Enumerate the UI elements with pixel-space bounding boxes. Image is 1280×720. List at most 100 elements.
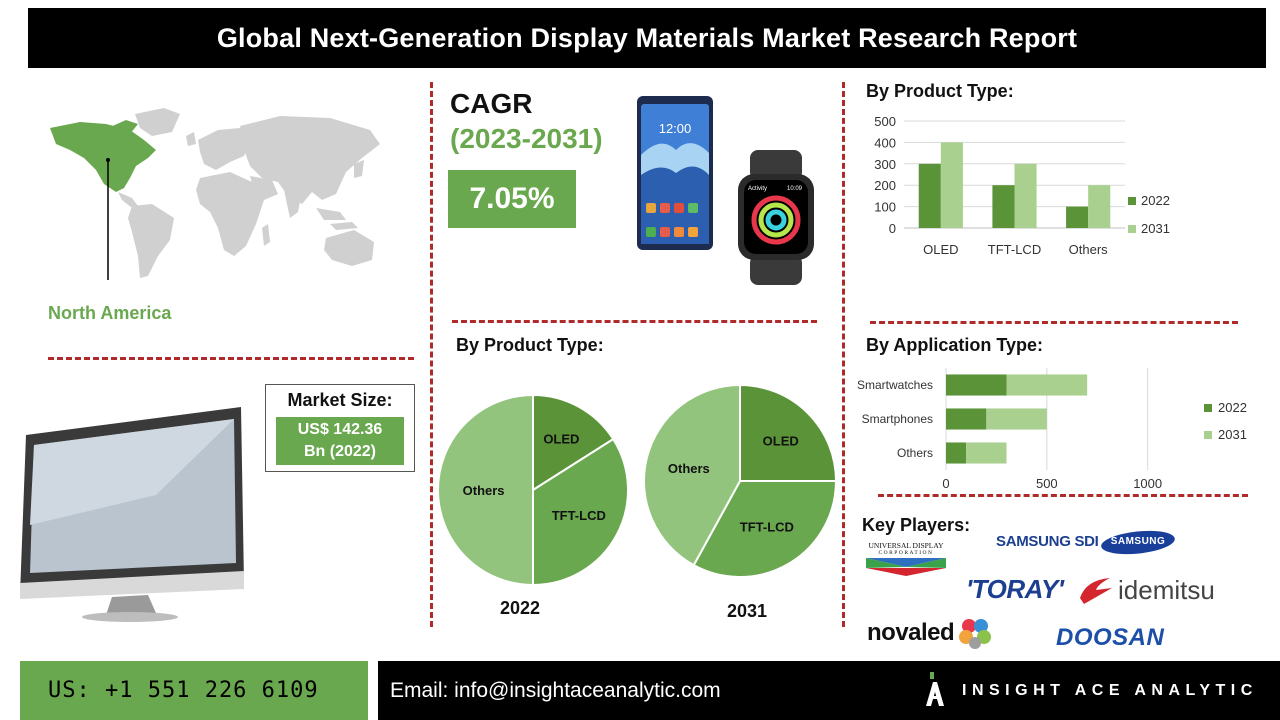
- y-tick-label: 0: [889, 221, 896, 236]
- legend-swatch: [1128, 225, 1136, 233]
- pie-2031-label: 2031: [727, 601, 768, 621]
- x-tick-label: TFT-LCD: [988, 242, 1041, 257]
- y-tick-label: 200: [874, 178, 896, 193]
- application-type-bar-chart: 0 500 1000 Smartwatches Smartphones Others 202…: [857, 368, 1247, 491]
- bar: [918, 163, 941, 228]
- pie-section-title: By Product Type:: [456, 335, 604, 355]
- novaled-mark-icon: [959, 619, 992, 649]
- pie-slice: [532, 437, 629, 587]
- y-tick-label: Smartphones: [862, 412, 933, 426]
- legend-swatch: [1128, 197, 1136, 205]
- y-tick-label: Others: [897, 446, 933, 460]
- pie-label: Others: [668, 461, 710, 476]
- brand-name: INSIGHT ACE ANALYTIC: [962, 682, 1258, 699]
- pie-label: OLED: [763, 433, 799, 448]
- footer-email[interactable]: Email: info@insightaceanalytic.com: [390, 678, 721, 702]
- bar: [940, 142, 963, 228]
- divider-right: [842, 82, 845, 627]
- market-size-box: Market Size: US$ 142.36 Bn (2022): [265, 384, 415, 472]
- logo-universal-display: UNIVERSAL DISPLAY CORPORATION: [864, 542, 948, 583]
- universal-display-name: UNIVERSAL DISPLAY: [868, 541, 944, 550]
- logo-samsung: SAMSUNG: [1100, 530, 1176, 555]
- pie-slice: [532, 393, 615, 492]
- phone-clock: 12:00: [659, 121, 692, 136]
- x-tick-label: Others: [1069, 242, 1109, 257]
- bar-chart-title: By Product Type:: [866, 81, 1014, 101]
- bar: [992, 185, 1015, 228]
- bar: [966, 442, 1007, 464]
- x-tick-label: 1000: [1133, 476, 1162, 491]
- market-size-title: Market Size:: [287, 390, 393, 410]
- logo-novaled: novaled: [867, 616, 993, 650]
- legend-swatch: [1204, 431, 1212, 439]
- bar: [1006, 374, 1088, 396]
- logo-doosan: DOOSAN: [1056, 624, 1165, 651]
- legend-swatch: [1204, 404, 1212, 412]
- novaled-label: novaled: [867, 619, 955, 646]
- market-size-value: US$ 142.36 Bn (2022): [276, 417, 404, 465]
- x-tick-label: OLED: [923, 242, 958, 257]
- bar: [986, 408, 1047, 430]
- monitor-illustration: [20, 407, 244, 622]
- cagr-title: CAGR: [450, 88, 533, 119]
- pie-chart-2022: OLED TFT-LCD Others: [437, 393, 629, 587]
- watch-app-label: Activity: [748, 186, 767, 192]
- universal-display-sub: CORPORATION: [878, 550, 934, 556]
- pie-slice: [739, 383, 838, 482]
- legend-label: 2022: [1218, 400, 1247, 415]
- y-tick-label: 400: [874, 135, 896, 150]
- market-size-line1: US$ 142.36: [297, 421, 383, 438]
- cagr-value: 7.05%: [448, 170, 576, 228]
- legend-label: 2031: [1218, 427, 1247, 442]
- divider-cagr: [452, 320, 817, 323]
- pie-label: TFT-LCD: [740, 519, 794, 534]
- pie-slice: [643, 383, 741, 567]
- divider-bar-chart: [870, 321, 1238, 324]
- pie-slice: [692, 480, 838, 578]
- region-label: North America: [48, 303, 172, 323]
- footer-bar: Email: info@insightaceanalytic.com: [378, 661, 1280, 720]
- samsung-label: SAMSUNG: [1110, 536, 1166, 547]
- logo-samsung-sdi: SAMSUNG SDI: [996, 533, 1099, 550]
- pie-chart-2031: OLED TFT-LCD Others: [643, 383, 838, 578]
- x-tick-label: 0: [942, 476, 949, 491]
- key-players-title: Key Players:: [862, 515, 971, 535]
- bar: [1088, 185, 1111, 228]
- legend-label: 2022: [1141, 193, 1170, 208]
- logo-toray: 'TORAY': [966, 574, 1064, 604]
- cagr-years: (2023-2031): [450, 123, 603, 154]
- divider-region: [48, 357, 414, 360]
- idemitsu-mark-icon: [1080, 578, 1112, 604]
- x-tick-label: 500: [1036, 476, 1058, 491]
- bar: [946, 442, 967, 464]
- pie-slice: [437, 393, 534, 587]
- smartphone-illustration: 12:00: [637, 96, 713, 250]
- pie-label: OLED: [543, 431, 579, 446]
- divider-app-chart: [878, 494, 1248, 497]
- bar: [1014, 163, 1037, 228]
- product-type-bar-chart: 0 100 200 300 400 500 OLED TFT-LCD Others 2022 203…: [874, 114, 1170, 257]
- y-tick-label: 300: [874, 157, 896, 172]
- report-title: Global Next-Generation Display Materials…: [28, 8, 1266, 68]
- divider-left: [430, 82, 433, 627]
- pie-2022-label: 2022: [500, 598, 541, 618]
- y-tick-label: 500: [874, 114, 896, 129]
- market-size-line2: Bn (2022): [303, 443, 377, 460]
- brand-logo-icon: [926, 672, 944, 706]
- samsung-ellipse: [1101, 530, 1175, 555]
- universal-display-mark: [866, 558, 946, 576]
- y-tick-label: Smartwatches: [857, 378, 933, 392]
- pie-label: Others: [463, 483, 505, 498]
- y-tick-label: 100: [874, 200, 896, 215]
- pie-label: TFT-LCD: [552, 508, 606, 523]
- watch-time: 10:09: [787, 186, 803, 192]
- footer-phone[interactable]: US: +1 551 226 6109: [20, 661, 368, 720]
- legend-label: 2031: [1141, 221, 1170, 236]
- idemitsu-label: idemitsu: [1118, 574, 1215, 605]
- app-chart-title: By Application Type:: [866, 335, 1044, 355]
- logo-idemitsu: idemitsu: [1076, 574, 1215, 606]
- bar: [946, 408, 987, 430]
- smartwatch-illustration: Activity 10:09: [738, 150, 814, 285]
- bar: [946, 374, 1007, 396]
- bar: [1066, 206, 1089, 228]
